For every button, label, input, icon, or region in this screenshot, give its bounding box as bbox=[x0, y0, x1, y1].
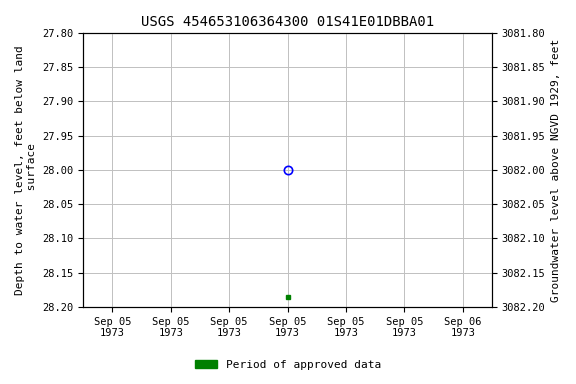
Title: USGS 454653106364300 01S41E01DBBA01: USGS 454653106364300 01S41E01DBBA01 bbox=[141, 15, 434, 29]
Y-axis label: Groundwater level above NGVD 1929, feet: Groundwater level above NGVD 1929, feet bbox=[551, 38, 561, 301]
Y-axis label: Depth to water level, feet below land
 surface: Depth to water level, feet below land su… bbox=[15, 45, 37, 295]
Legend: Period of approved data: Period of approved data bbox=[191, 356, 385, 375]
